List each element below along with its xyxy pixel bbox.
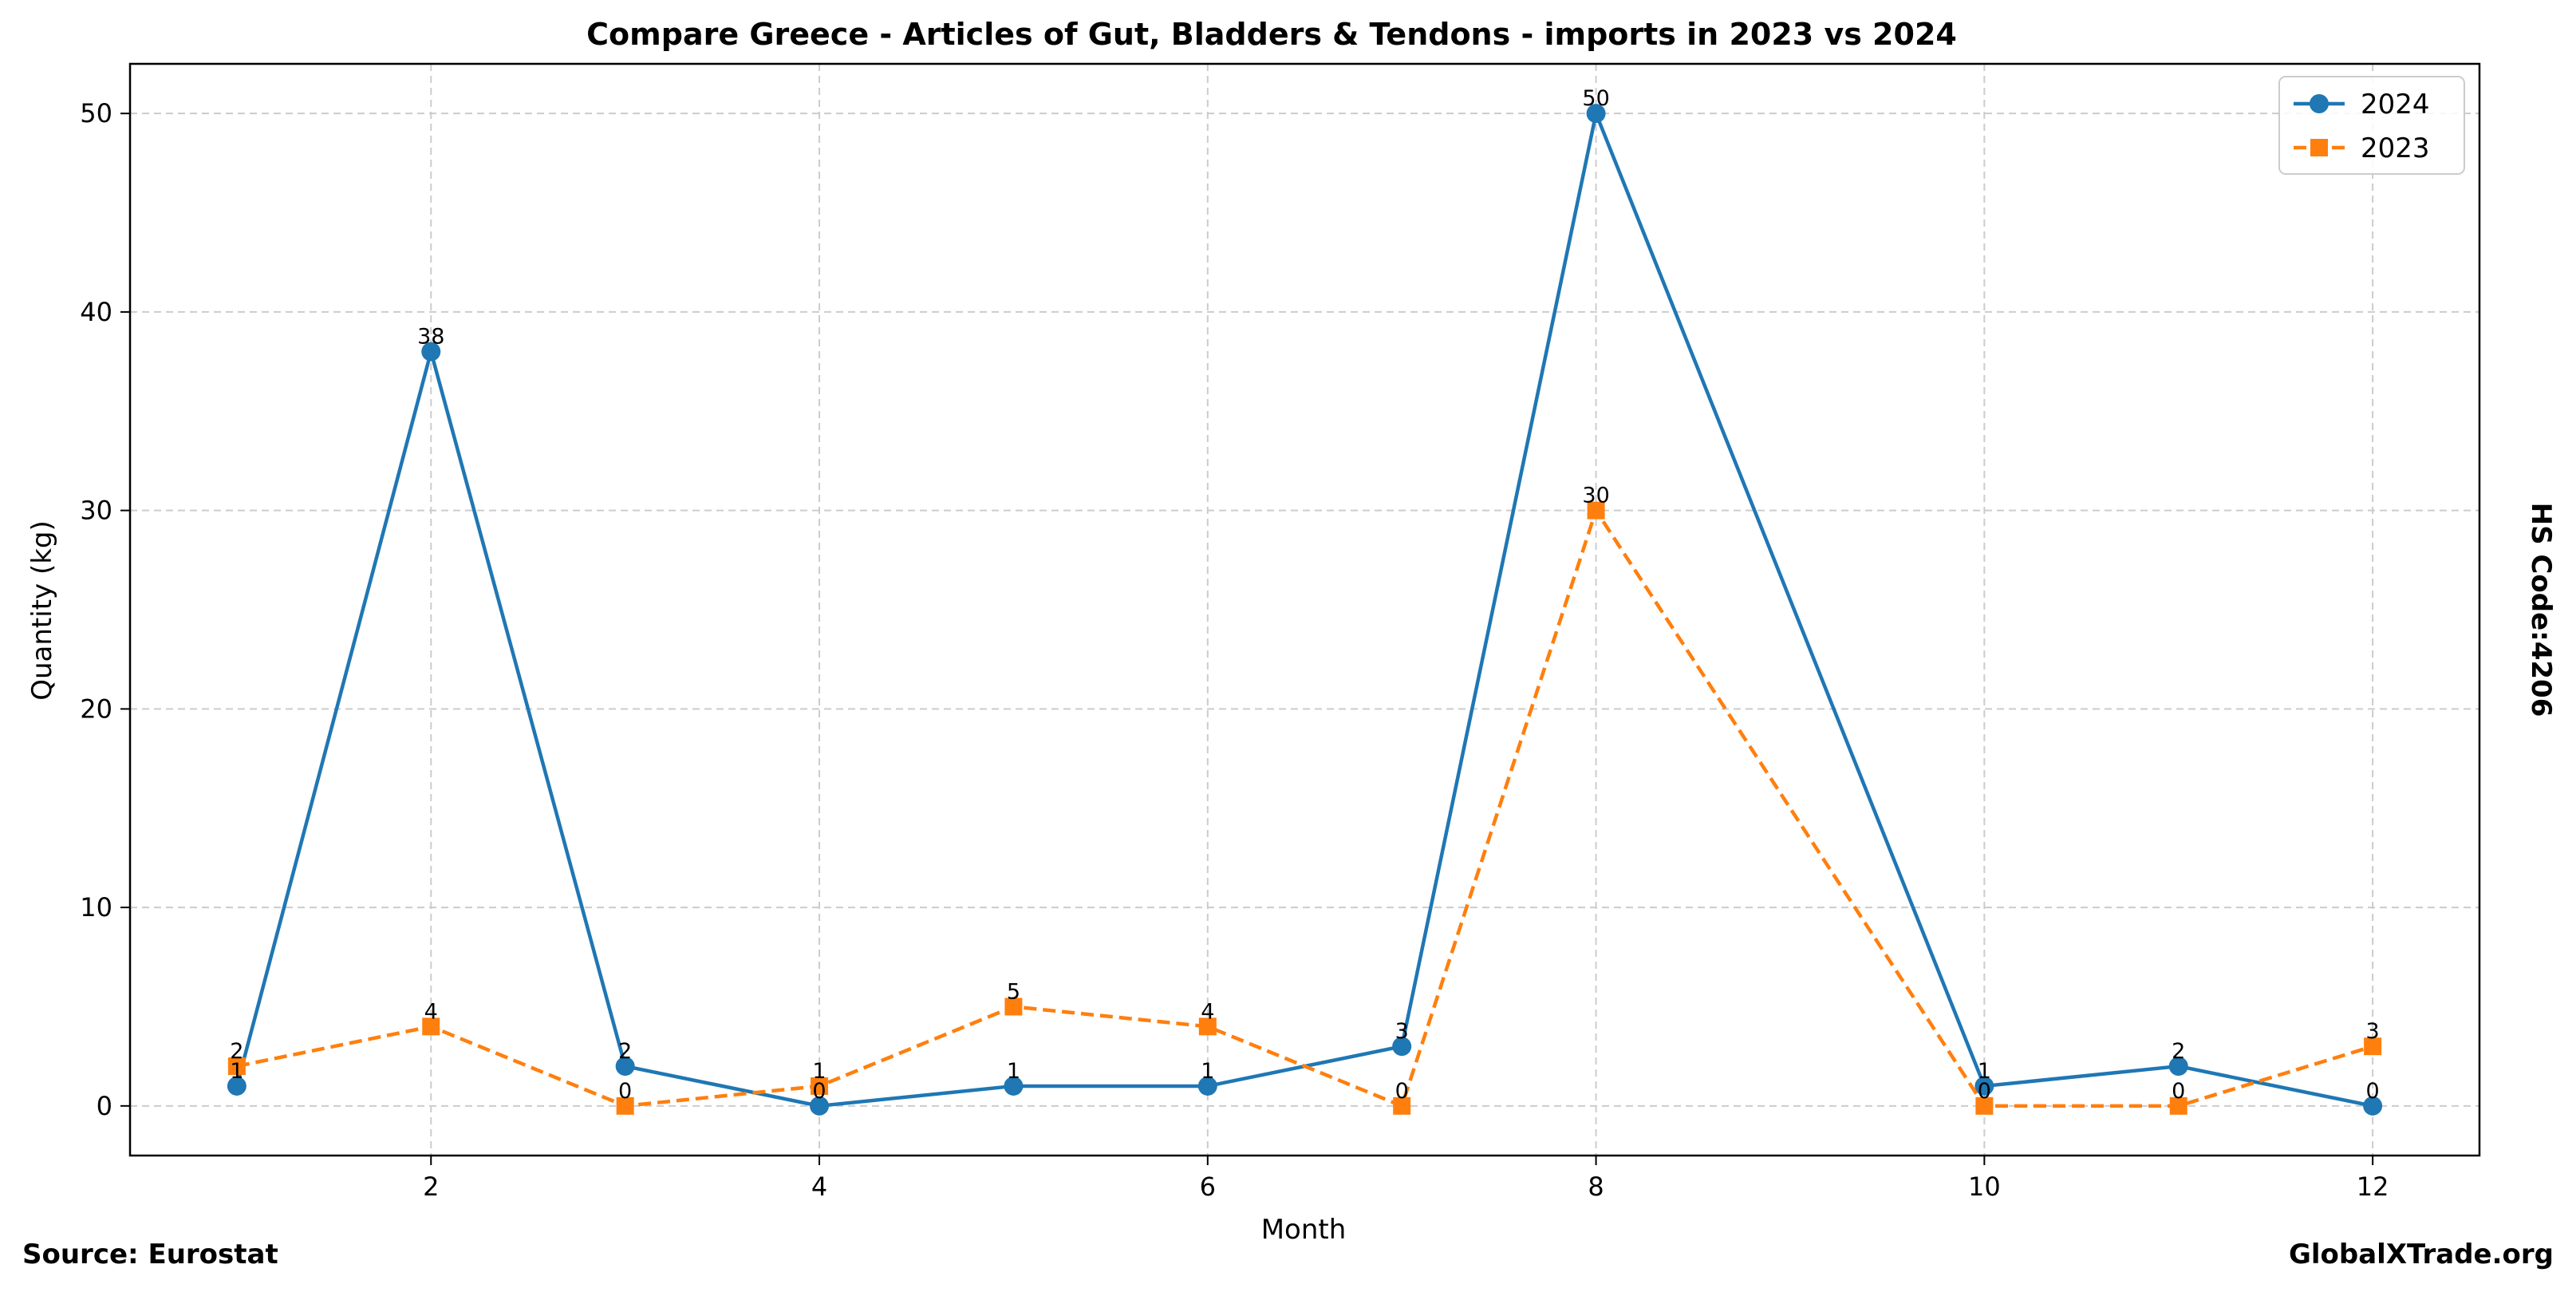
data-point	[1392, 1037, 1412, 1057]
y-tick-label: 10	[80, 892, 112, 923]
data-point	[615, 1057, 635, 1077]
x-tick-label: 6	[1200, 1172, 1216, 1202]
data-label: 1	[1007, 1059, 1020, 1084]
data-point	[1975, 1096, 1994, 1115]
series-line	[236, 508, 2373, 1108]
data-label: 0	[2172, 1079, 2185, 1104]
chart-title: Compare Greece - Articles of Gut, Bladde…	[586, 17, 1957, 52]
legend-marker	[2310, 94, 2329, 113]
data-point	[810, 1096, 830, 1116]
y-tick-label: 40	[80, 297, 112, 327]
data-point	[1587, 501, 1605, 520]
data-label: 4	[1201, 999, 1214, 1024]
data-label: 2	[230, 1039, 243, 1064]
data-label: 38	[417, 325, 444, 350]
legend-marker	[2310, 139, 2328, 156]
data-label: 0	[812, 1079, 826, 1104]
data-point	[2364, 1037, 2382, 1056]
series-line	[235, 111, 2373, 1108]
data-label: 0	[1395, 1079, 1409, 1104]
legend: 2024 2023	[2278, 76, 2465, 175]
y-tick-label: 20	[80, 693, 112, 724]
source-note: Source: Eurostat	[22, 1239, 278, 1270]
data-label: 4	[424, 999, 438, 1024]
data-label: 2	[618, 1039, 632, 1064]
data-label: 30	[1582, 484, 1609, 508]
data-label: 50	[1582, 86, 1609, 111]
y-tick-label: 0	[97, 1091, 112, 1121]
data-point	[227, 1057, 246, 1076]
data-label: 2	[2172, 1039, 2185, 1064]
data-label: 5	[1007, 979, 1020, 1004]
data-point	[1974, 1076, 1994, 1096]
data-point	[616, 1096, 634, 1115]
x-tick-label: 10	[1968, 1172, 2001, 1202]
series-2024	[227, 104, 2383, 1116]
x-axis-label: Month	[1261, 1214, 1347, 1246]
data-label: 1	[1201, 1059, 1214, 1084]
data-point	[2363, 1096, 2383, 1116]
data-label: 3	[2366, 1019, 2380, 1044]
data-label: 0	[618, 1079, 632, 1104]
data-label: 3	[1395, 1019, 1409, 1044]
data-point	[421, 342, 441, 362]
series-layer	[227, 104, 2383, 1116]
x-tick-label: 2	[423, 1172, 439, 1202]
data-point	[1004, 998, 1023, 1016]
x-tick-label: 12	[2357, 1172, 2389, 1202]
data-label: 0	[2366, 1079, 2380, 1104]
x-tick-label: 4	[811, 1172, 827, 1202]
data-point	[1197, 1076, 1217, 1096]
hs-code-text: HS Code:4206	[2525, 502, 2557, 717]
data-point	[422, 1017, 440, 1036]
data-point	[1586, 104, 1606, 124]
data-point	[227, 1076, 247, 1096]
y-tick-label: 30	[80, 496, 112, 526]
website-credit: GlobalXTrade.org	[2288, 1239, 2554, 1270]
data-point	[811, 1077, 829, 1095]
data-label: 1	[230, 1059, 243, 1084]
data-point	[1198, 1017, 1217, 1036]
data-point	[2168, 1057, 2188, 1077]
data-point	[1393, 1096, 1411, 1115]
data-point	[2169, 1096, 2187, 1115]
data-label: 1	[1978, 1059, 1991, 1084]
legend-label: 2023	[2361, 132, 2430, 164]
x-tick-label: 8	[1588, 1172, 1604, 1202]
data-label: 1	[812, 1059, 826, 1084]
y-axis-label: Quantity (kg)	[26, 520, 58, 701]
plot-frame	[128, 62, 2481, 1157]
y-tick-label: 50	[80, 98, 112, 128]
data-label: 0	[1978, 1079, 1991, 1104]
legend-label: 2024	[2361, 89, 2430, 121]
grid-lines	[130, 64, 2479, 1156]
data-point	[1004, 1076, 1024, 1096]
series-2023	[227, 501, 2382, 1115]
